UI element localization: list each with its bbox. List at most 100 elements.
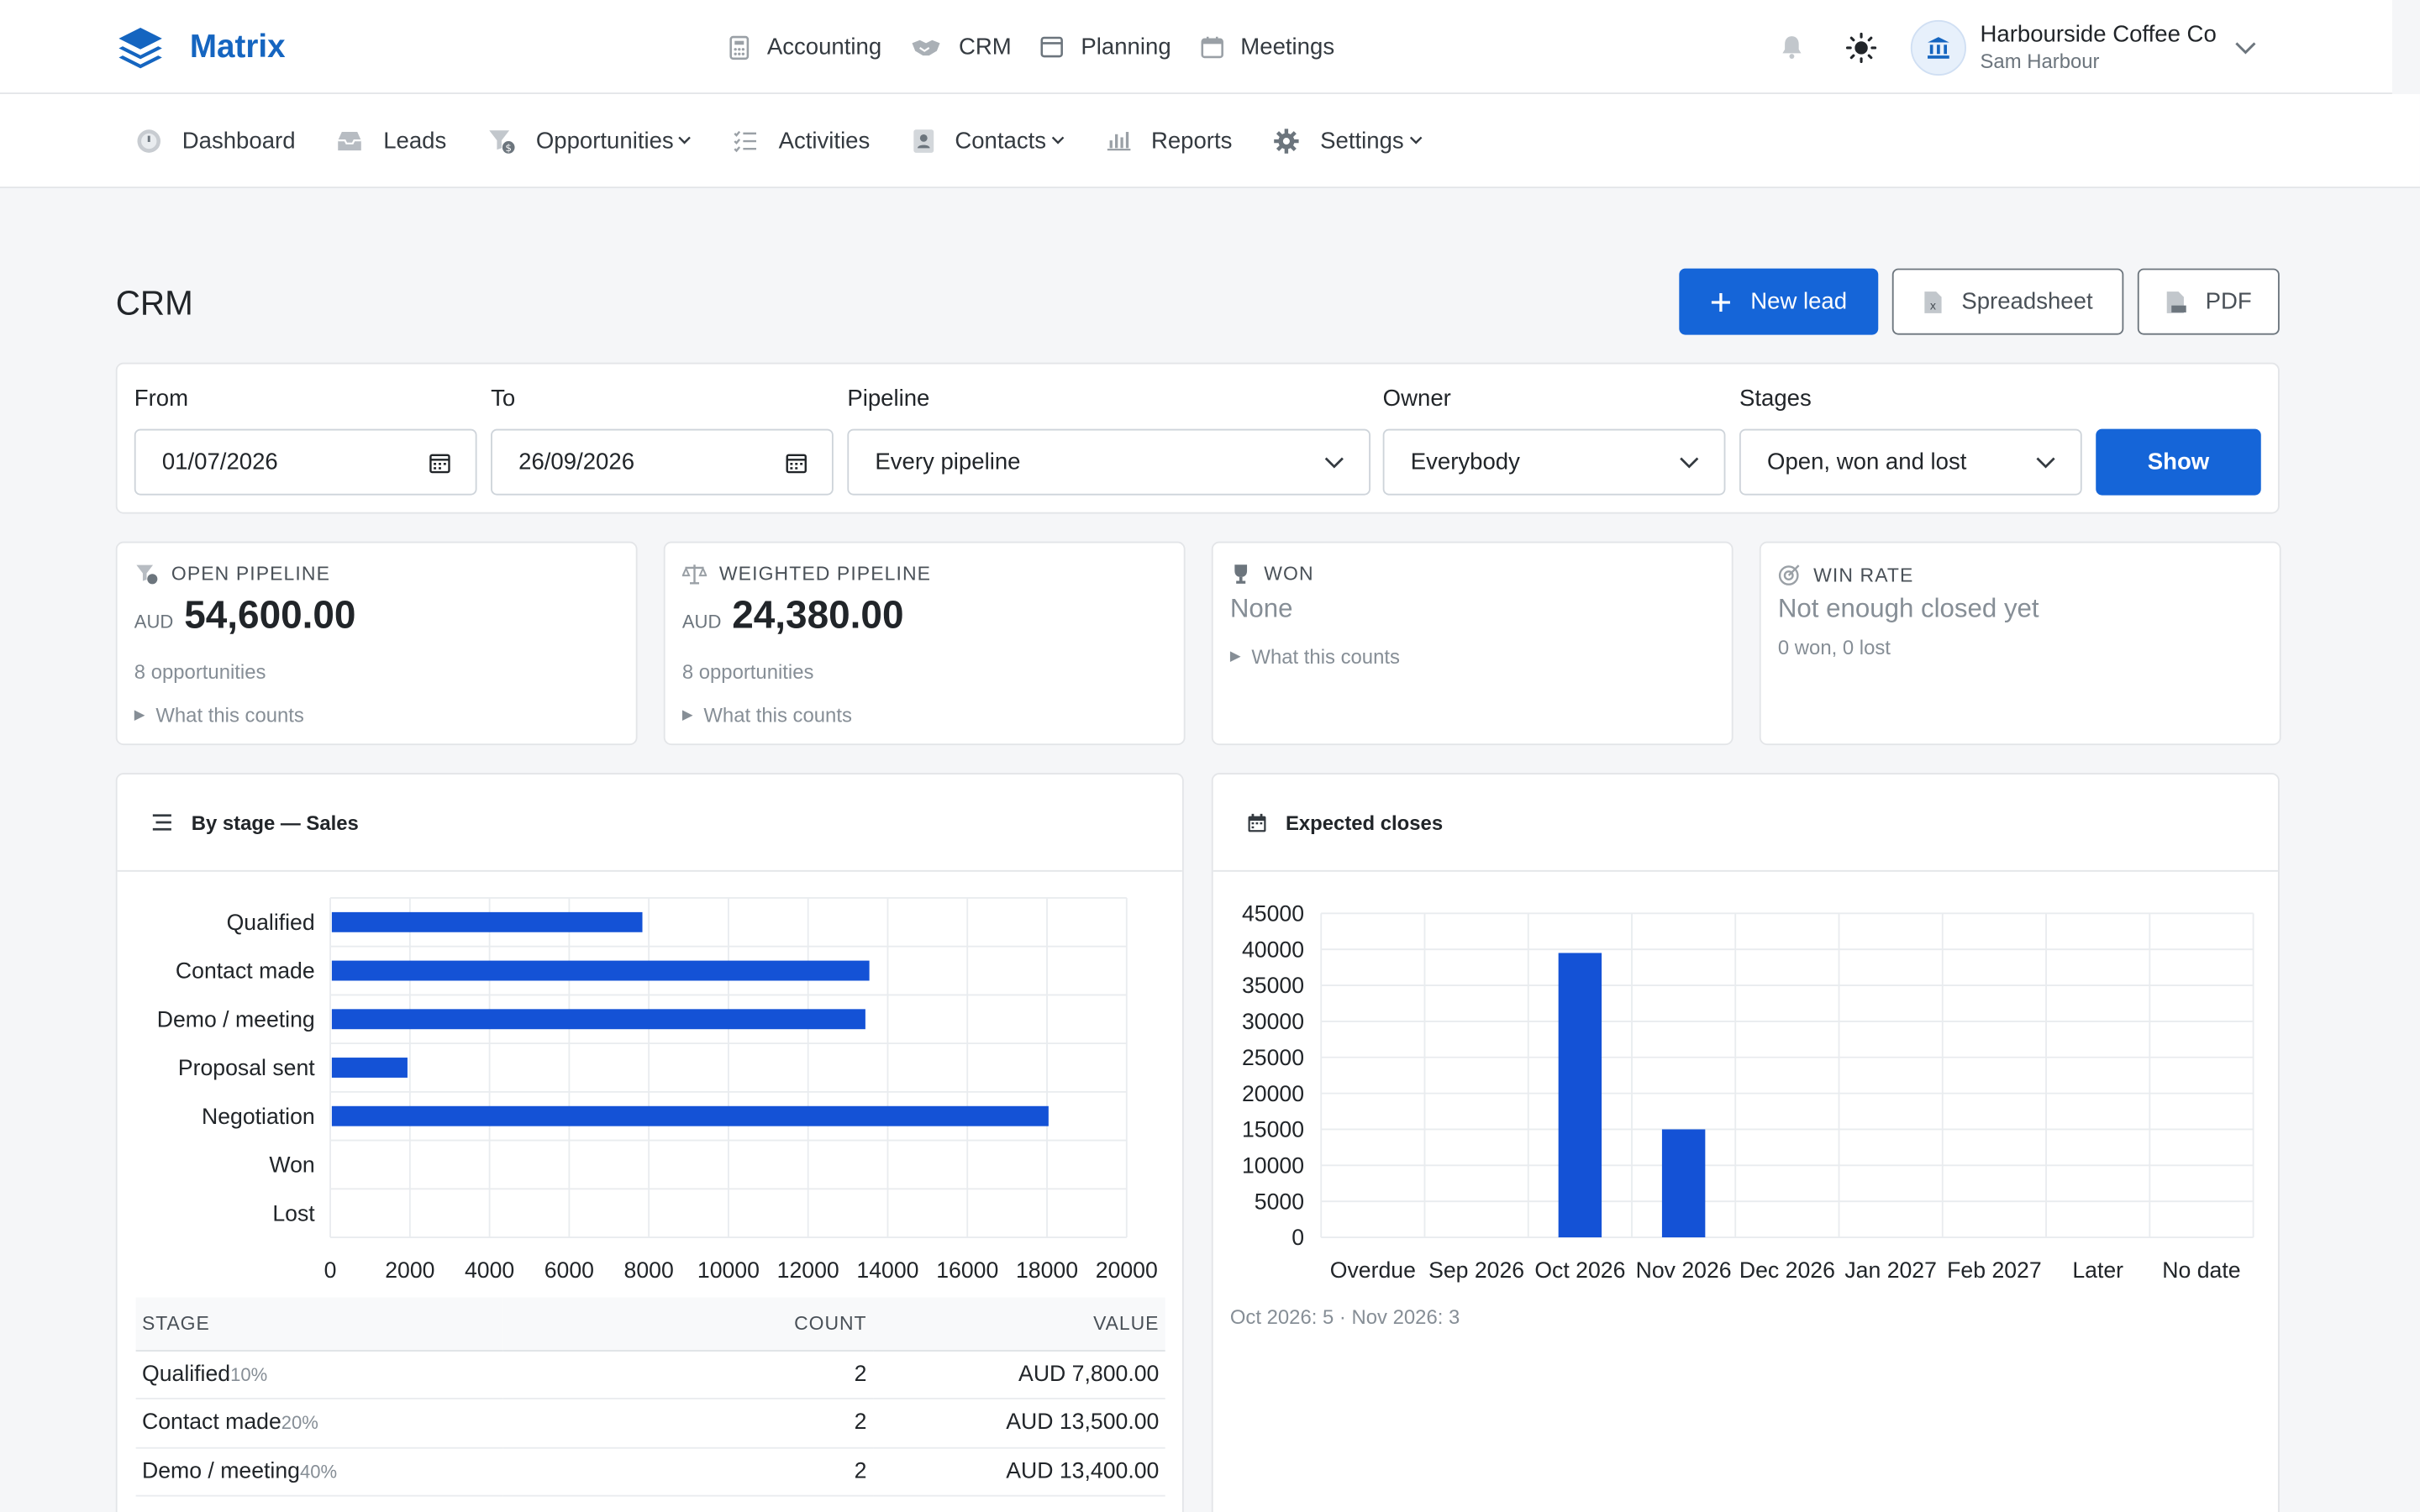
kpi-win-rate-value: Not enough closed yet <box>1777 594 2039 624</box>
kpi-win-rate: WIN RATE Not enough closed yet 0 won, 0 … <box>1759 541 2281 746</box>
closes-bar <box>1558 953 1602 1238</box>
new-lead-button[interactable]: New lead <box>1679 268 1879 335</box>
table-row[interactable]: Contact made20% 2 AUD 13,500.00 <box>135 1398 1165 1448</box>
y-tick-label: Won <box>269 1152 314 1178</box>
from-date-value: 01/07/2026 <box>161 449 278 475</box>
layers-logo-icon <box>118 28 162 69</box>
nav-dashboard[interactable]: Dashboard <box>136 128 296 154</box>
checklist-icon <box>734 129 757 152</box>
kpi-label-text: WIN RATE <box>1813 564 1914 586</box>
x-tick-label: Sep 2026 <box>1428 1257 1524 1283</box>
y-tick-label: 45000 <box>1242 901 1304 927</box>
value-cell: AUD 13,500.00 <box>872 1398 1165 1448</box>
company-name: Harbourside Coffee Co <box>1980 21 2217 48</box>
theme-toggle-button[interactable] <box>1844 30 1878 64</box>
app-nav-accounting[interactable]: Accounting <box>729 34 881 60</box>
nav-leads[interactable]: Leads <box>337 128 446 154</box>
y-tick-label: Demo / meeting <box>157 1006 315 1032</box>
x-tick-label: 12000 <box>777 1257 839 1283</box>
kpi-value: AUD 54,600.00 <box>134 594 356 638</box>
window-icon <box>1041 36 1064 58</box>
app-nav-meetings[interactable]: Meetings <box>1201 34 1334 60</box>
by-stage-panel: By stage — Sales 0 2000 4000 6000 8000 10000 1… <box>115 773 1184 1512</box>
disclosure-triangle-icon: ▶ <box>681 706 693 722</box>
closes-summary: Oct 2026: 5 · Nov 2026: 3 <box>1229 1305 1460 1329</box>
owner-select[interactable]: Everybody <box>1382 428 1726 496</box>
y-tick-label: Contact made <box>176 958 315 984</box>
what-this-counts-toggle[interactable]: ▶ What this counts <box>682 704 852 727</box>
stage-bar <box>331 911 643 932</box>
pdf-export-button[interactable]: PDF <box>2137 268 2280 335</box>
contact-card-icon <box>913 129 934 152</box>
inbox-icon <box>338 131 362 150</box>
chevron-down-icon <box>1324 456 1344 468</box>
nav-label: Leads <box>383 127 447 154</box>
kpi-label: WON <box>1230 563 1314 585</box>
panel-header: By stage — Sales <box>117 774 1182 872</box>
chevron-down-icon <box>1051 136 1065 144</box>
spreadsheet-label: Spreadsheet <box>1961 288 2093 315</box>
svg-text:$: $ <box>506 141 513 153</box>
pipeline-select[interactable]: Every pipeline <box>847 428 1370 496</box>
stage-bar <box>331 960 870 981</box>
app-nav-crm[interactable]: CRM <box>911 34 1012 60</box>
kpi-currency: AUD <box>681 611 722 633</box>
panel-title: By stage — Sales <box>191 811 359 834</box>
y-tick-label: Qualified <box>227 910 315 935</box>
show-button[interactable]: Show <box>2096 428 2261 496</box>
nav-label: Reports <box>1150 127 1233 154</box>
stage-bar-chart: 0 2000 4000 6000 8000 10000 12000 14000 16000 180… <box>157 897 1158 1283</box>
stage-bar <box>331 1105 1049 1126</box>
value-cell: AUD 7,800.00 <box>872 1350 1165 1399</box>
what-this-counts-toggle[interactable]: ▶ What this counts <box>1230 645 1400 669</box>
y-tick-label: 25000 <box>1242 1045 1304 1070</box>
table-row[interactable]: Qualified10% 2 AUD 7,800.00 <box>135 1350 1165 1399</box>
nav-settings[interactable]: Settings <box>1274 128 1423 154</box>
stage-bar <box>331 1009 865 1030</box>
owner-label: Owner <box>1382 386 1451 412</box>
kpi-label-text: WON <box>1264 563 1314 585</box>
calendar-icon[interactable] <box>429 451 451 473</box>
to-date-input[interactable]: 26/09/2026 <box>491 428 834 496</box>
spreadsheet-export-button[interactable]: x Spreadsheet <box>1891 268 2124 335</box>
handshake-icon <box>912 39 940 55</box>
svg-text:x: x <box>1930 299 1937 312</box>
y-tick-label: 10000 <box>1242 1153 1304 1179</box>
stage-column-header[interactable]: STAGE <box>135 1297 502 1352</box>
value-column-header[interactable]: VALUE <box>872 1297 1165 1352</box>
account-switcher[interactable]: Harbourside Coffee Co Sam Harbour <box>1980 21 2216 73</box>
count-column-header[interactable]: COUNT <box>502 1297 873 1352</box>
stage-name: Qualified <box>141 1362 231 1387</box>
app-nav: Accounting CRM Planning Meetings <box>729 0 1364 94</box>
app-nav-planning[interactable]: Planning <box>1041 34 1171 60</box>
gear-icon <box>1274 128 1300 153</box>
brand[interactable]: Matrix <box>118 24 286 71</box>
what-this-counts-toggle[interactable]: ▶ What this counts <box>134 704 304 727</box>
calendar-icon[interactable] <box>786 451 808 473</box>
x-tick-label: Oct 2026 <box>1534 1257 1625 1283</box>
table-row[interactable]: Demo / meeting40% 2 AUD 13,400.00 <box>135 1446 1165 1497</box>
x-tick-label: No date <box>2162 1257 2240 1283</box>
pipeline-value: Every pipeline <box>875 449 1021 475</box>
nav-label: Opportunities <box>535 127 674 154</box>
nav-label: Dashboard <box>182 127 296 154</box>
x-tick-label: 6000 <box>544 1257 594 1283</box>
nav-reports[interactable]: Reports <box>1107 127 1233 154</box>
to-label: To <box>491 386 516 412</box>
stages-label: Stages <box>1739 386 1812 412</box>
company-avatar[interactable] <box>1910 18 1966 76</box>
app-nav-label: Planning <box>1081 34 1171 60</box>
stage-probability: 10% <box>230 1363 268 1385</box>
y-tick-label: 0 <box>1292 1225 1304 1250</box>
nav-activities[interactable]: Activities <box>734 128 870 154</box>
from-date-input[interactable]: 01/07/2026 <box>134 428 477 496</box>
nav-contacts[interactable]: Contacts <box>912 128 1065 154</box>
kpi-label: WIN RATE <box>1778 563 1914 586</box>
stages-select[interactable]: Open, won and lost <box>1739 428 2082 496</box>
stage-cell: Demo / meeting40% <box>135 1446 502 1497</box>
chevron-down-icon[interactable] <box>2233 39 2258 55</box>
notifications-button[interactable] <box>1775 30 1808 64</box>
kpi-open-pipeline: OPEN PIPELINE AUD 54,600.00 8 opportunit… <box>115 541 638 746</box>
stage-probability: 20% <box>281 1412 318 1434</box>
nav-opportunities[interactable]: $ Opportunities <box>488 128 692 154</box>
